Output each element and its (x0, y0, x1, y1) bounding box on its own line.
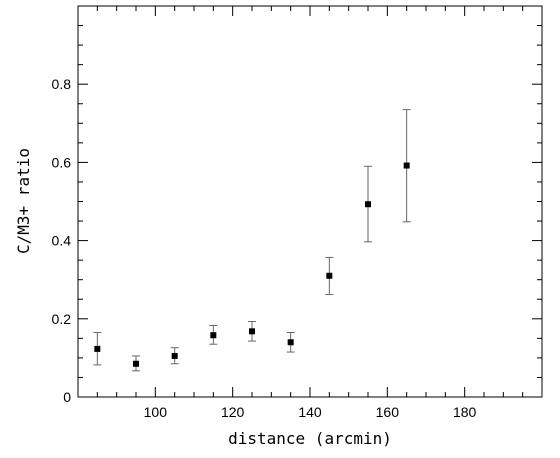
data-point (133, 360, 139, 367)
y-tick-label: 0.6 (52, 154, 72, 170)
y-axis-label: C/M3+ ratio (14, 148, 33, 254)
data-point (326, 272, 333, 279)
data-points (93, 109, 411, 372)
x-tick-label: 100 (144, 404, 168, 420)
plot-frame (77, 5, 543, 398)
y-tick-label: 0 (63, 389, 71, 405)
data-point (403, 162, 410, 169)
x-tick-label: 160 (376, 404, 400, 420)
data-point (171, 352, 178, 359)
x-axis-label: distance (arcmin) (228, 429, 392, 448)
data-point (249, 328, 255, 335)
y-tick-label: 0.2 (52, 311, 72, 327)
data-point (210, 332, 217, 339)
x-tick-label: 140 (298, 404, 322, 420)
data-point (287, 339, 294, 346)
y-axis: 0 0.2 0.4 0.6 0.8 (52, 25, 542, 405)
data-point (94, 345, 101, 352)
x-tick-label: 120 (221, 404, 245, 420)
y-tick-label: 0.4 (52, 233, 72, 249)
x-tick-label: 180 (453, 404, 477, 420)
y-tick-label: 0.8 (52, 76, 72, 92)
x-axis: 100 120 140 160 180 (77, 6, 543, 420)
data-point (365, 201, 371, 208)
